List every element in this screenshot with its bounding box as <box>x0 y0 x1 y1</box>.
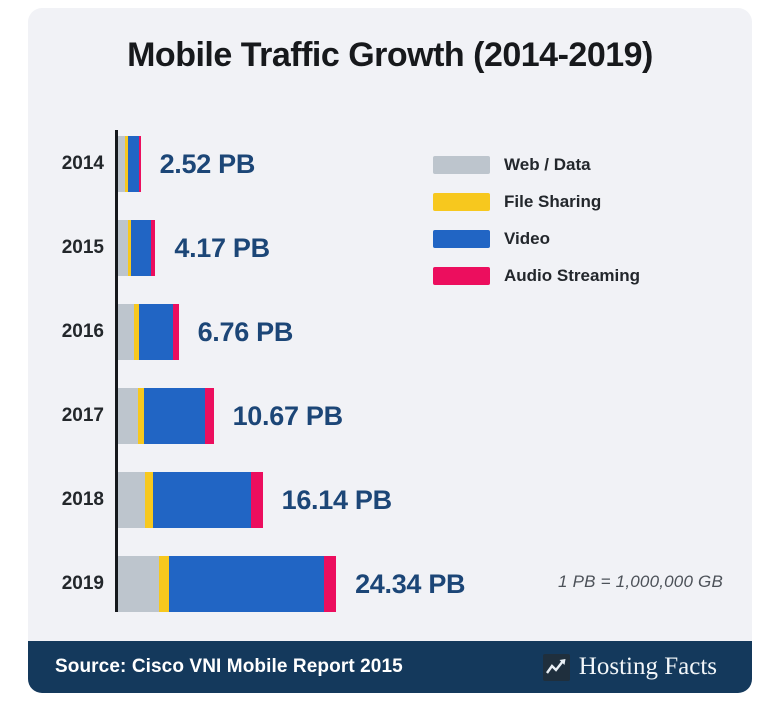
source-text: Source: Cisco VNI Mobile Report 2015 <box>55 656 403 677</box>
bar-segment-video <box>168 556 324 612</box>
brand-logo: Hosting Facts <box>542 653 717 681</box>
legend-item: Web / Data <box>433 155 591 174</box>
unit-note: 1 PB = 1,000,000 GB <box>558 572 723 591</box>
stacked-bar <box>118 136 141 192</box>
chart-row: 2014 2.52 PB <box>28 136 752 192</box>
chart-row: 2017 10.67 PB <box>28 388 752 444</box>
legend-label: File Sharing <box>504 192 602 211</box>
value-label: 4.17 PB <box>174 233 270 263</box>
bar-segment-audio-streaming <box>323 556 337 612</box>
chart-row: 2018 16.14 PB <box>28 472 752 528</box>
bar-segment-web-data <box>118 556 160 612</box>
stacked-bar <box>118 556 337 612</box>
bar-segment-audio-streaming <box>150 220 156 276</box>
bar-segment-file-sharing <box>127 220 132 276</box>
value-label: 10.67 PB <box>232 401 343 431</box>
bar-segment-audio-streaming <box>138 136 141 192</box>
chart-row: 2019 24.34 PB <box>28 556 752 612</box>
bar-segment-video <box>138 304 174 360</box>
year-label: 2014 <box>61 153 104 174</box>
value-label: 6.76 PB <box>197 317 294 347</box>
bar-segment-audio-streaming <box>173 304 179 360</box>
chart-title: Mobile Traffic Growth (2014-2019) <box>127 36 653 74</box>
bar-segment-web-data <box>118 472 146 528</box>
stacked-bar <box>118 220 156 276</box>
year-label: 2018 <box>61 489 104 510</box>
legend-label: Audio Streaming <box>504 266 641 285</box>
footer-bar: Source: Cisco VNI Mobile Report 2015 Hos… <box>28 641 752 693</box>
year-label: 2017 <box>61 405 104 426</box>
legend-swatch <box>433 230 490 248</box>
stacked-bar <box>118 304 179 360</box>
legend-item: Video <box>433 229 550 248</box>
value-label: 24.34 PB <box>355 569 466 599</box>
bar-segment-web-data <box>118 136 126 192</box>
infographic-card: Mobile Traffic Growth (2014-2019) 2014 2.… <box>28 8 752 693</box>
bar-segment-file-sharing <box>125 136 129 192</box>
chart-row: 2016 6.76 PB <box>28 304 752 360</box>
chart-row: 2015 4.17 PB <box>28 220 752 276</box>
year-label: 2016 <box>61 321 104 342</box>
legend-item: Audio Streaming <box>433 266 641 285</box>
year-label: 2015 <box>61 237 104 258</box>
baseline-axis <box>115 130 118 612</box>
legend-item: File Sharing <box>433 192 602 211</box>
legend-label: Web / Data <box>504 155 591 174</box>
stacked-bar <box>118 388 214 444</box>
legend-swatch <box>433 267 490 285</box>
legend-swatch <box>433 156 490 174</box>
brand-name: Hosting Facts <box>578 653 717 680</box>
bar-segment-file-sharing <box>159 556 169 612</box>
bar-segment-video <box>131 220 151 276</box>
bar-segment-video <box>153 472 252 528</box>
bar-segment-file-sharing <box>145 472 154 528</box>
value-label: 16.14 PB <box>281 485 392 515</box>
bar-segment-web-data <box>118 388 139 444</box>
bar-segment-video <box>128 136 139 192</box>
bar-segment-audio-streaming <box>251 472 263 528</box>
stacked-bar <box>118 472 263 528</box>
bar-segment-file-sharing <box>138 388 144 444</box>
bar-segment-video <box>143 388 205 444</box>
legend-swatch <box>433 193 490 211</box>
year-label: 2019 <box>61 573 104 594</box>
bar-segment-web-data <box>118 304 135 360</box>
value-label: 2.52 PB <box>159 149 256 179</box>
line-chart-icon <box>542 653 570 681</box>
bar-segment-file-sharing <box>134 304 139 360</box>
legend-label: Video <box>504 229 550 248</box>
bar-segment-web-data <box>118 220 128 276</box>
bar-segment-audio-streaming <box>204 388 214 444</box>
